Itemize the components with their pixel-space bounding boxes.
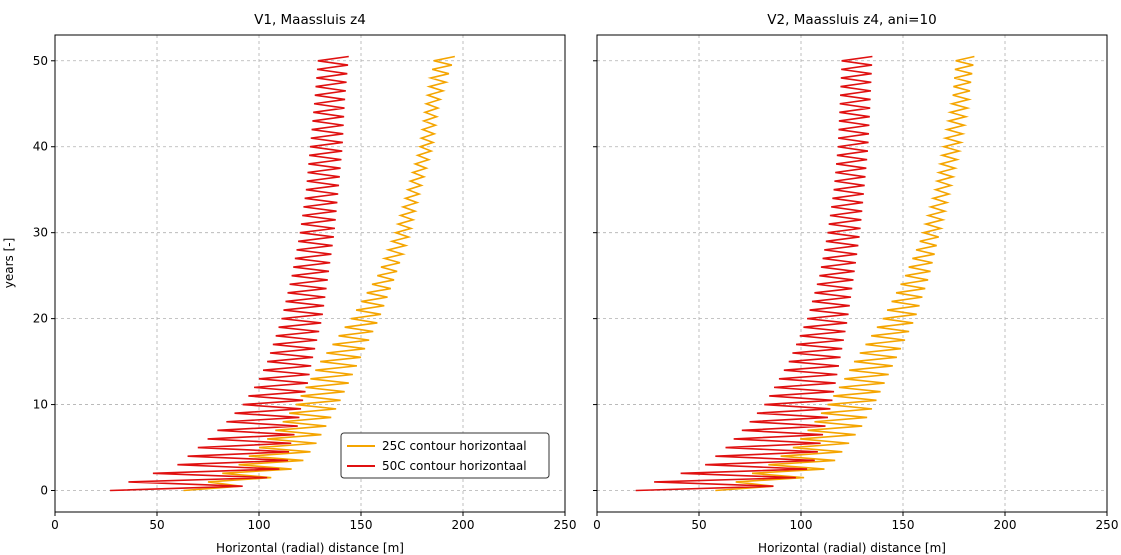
x-tick-label: 150 (892, 518, 915, 532)
x-tick-label: 0 (593, 518, 601, 532)
panel-title: V2, Maassluis z4, ani=10 (767, 12, 936, 28)
series-25c-line (183, 55, 455, 492)
axes-frame (54, 34, 566, 513)
axes-frame (596, 34, 1108, 513)
y-axis-label: years [-] (2, 238, 16, 289)
y-tick-label: 40 (33, 140, 48, 154)
series-layer (635, 55, 975, 492)
x-axis-label: Horizontal (radial) distance [m] (216, 541, 404, 555)
x-tick-label: 0 (51, 518, 59, 532)
ticks: 0 50 100 150 200 250 0 10 20 30 40 50 (33, 54, 577, 532)
legend: 25C contour horizontaal 50C contour hori… (340, 432, 550, 479)
chart-panel-v2: V2, Maassluis z4, ani=10 Horizontal (rad… (593, 12, 1118, 555)
y-tick-label: 30 (33, 226, 48, 240)
y-tick-label: 50 (33, 54, 48, 68)
x-tick-label: 50 (691, 518, 706, 532)
x-tick-label: 100 (790, 518, 813, 532)
y-tick-label: 0 (40, 484, 48, 498)
legend-label-25c: 25C contour horizontaal (382, 439, 527, 453)
series-layer (110, 55, 455, 492)
series-25c-line (715, 55, 975, 492)
series-50c-line (635, 55, 873, 492)
x-tick-label: 200 (452, 518, 475, 532)
x-tick-label: 250 (1096, 518, 1119, 532)
x-tick-label: 250 (554, 518, 577, 532)
ticks: 0 50 100 150 200 250 (593, 60, 1119, 532)
panel-title: V1, Maassluis z4 (254, 12, 366, 28)
series-50c-line (110, 55, 349, 492)
x-tick-label: 100 (248, 518, 271, 532)
x-tick-label: 50 (149, 518, 164, 532)
x-axis-label: Horizontal (radial) distance [m] (758, 541, 946, 555)
chart-panel-v1: V1, Maassluis z4 Horizontal (radial) dis… (2, 12, 576, 555)
legend-box (340, 432, 550, 479)
x-tick-label: 150 (350, 518, 373, 532)
x-tick-label: 200 (994, 518, 1017, 532)
legend-label-50c: 50C contour horizontaal (382, 459, 527, 473)
y-tick-label: 20 (33, 312, 48, 326)
y-tick-label: 10 (33, 398, 48, 412)
